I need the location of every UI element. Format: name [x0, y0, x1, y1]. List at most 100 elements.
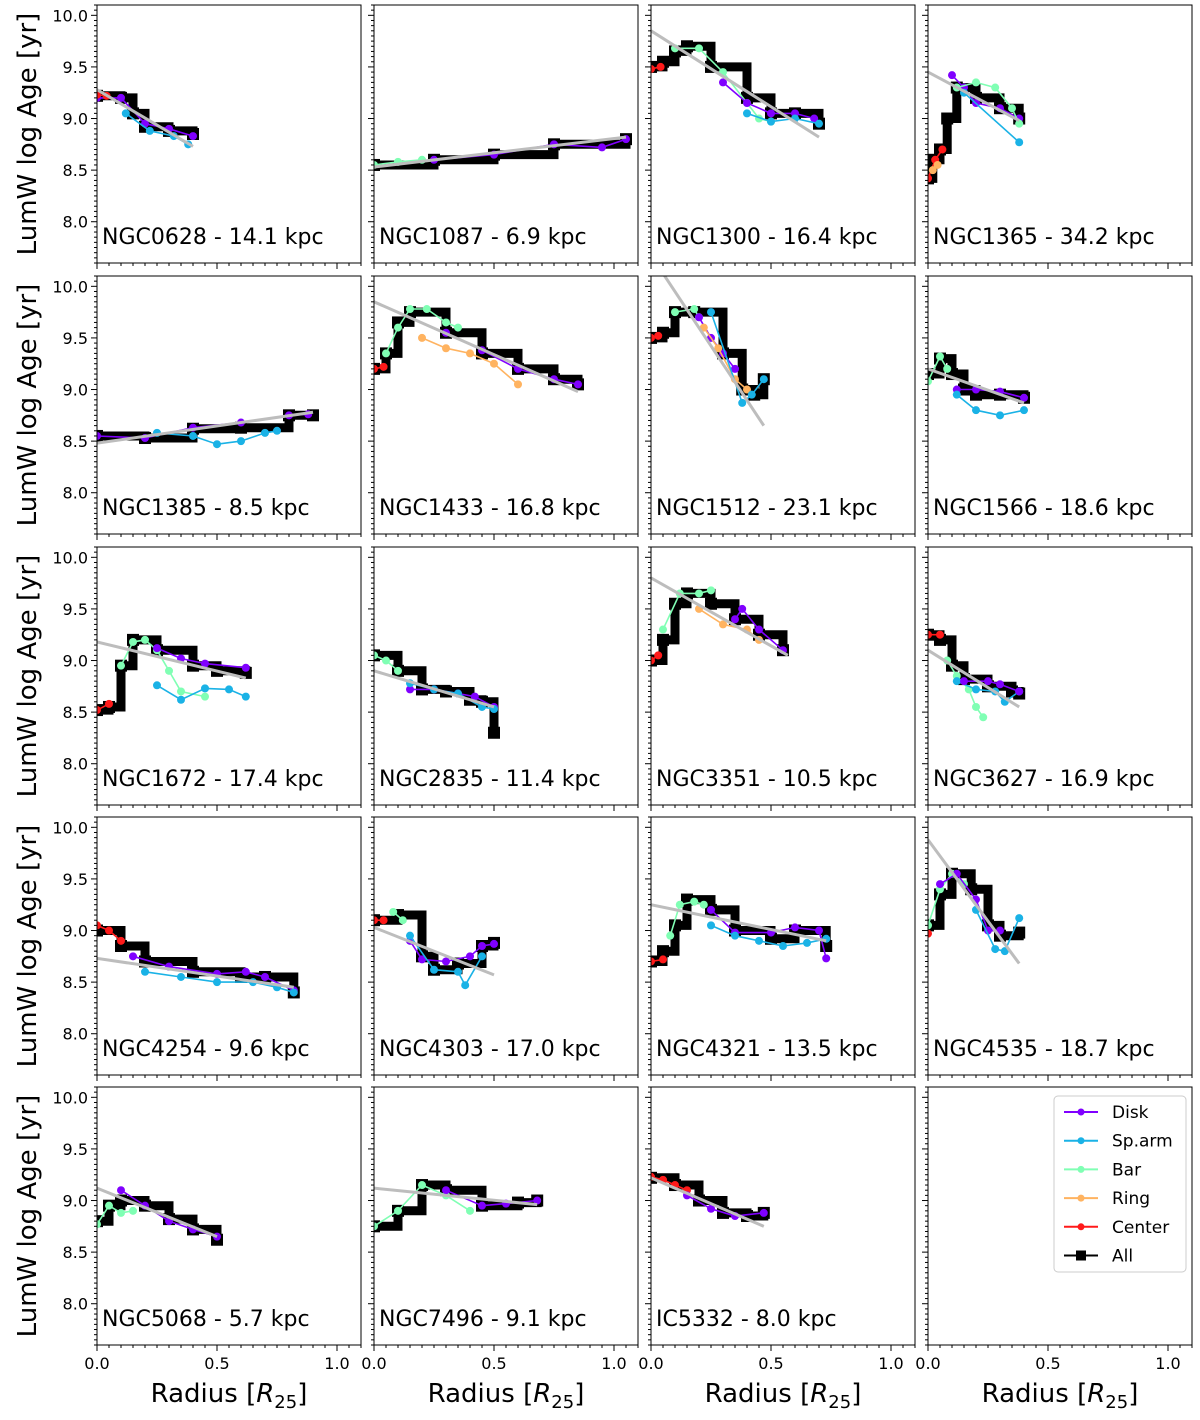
x-tick-label: 1.0	[601, 1354, 626, 1373]
panel-label: NGC1365 - 34.2 kpc	[933, 225, 1155, 250]
series-disk-point	[442, 957, 450, 966]
series-center-point	[938, 145, 947, 154]
series-bar-point	[466, 1206, 474, 1215]
series-bar-point	[117, 661, 125, 670]
y-tick-label: 8.5	[63, 161, 88, 180]
series-disk-point	[261, 972, 269, 981]
series-center-point	[374, 364, 378, 373]
series-bar-point	[165, 666, 173, 675]
series-disk-point	[731, 364, 739, 373]
x-tick-label: 0.0	[915, 1354, 940, 1373]
series-bar-point	[695, 589, 703, 598]
y-tick-label: 9.0	[63, 922, 88, 941]
series-sparm-point	[972, 685, 980, 694]
y-tick-label: 9.0	[63, 381, 88, 400]
series-sparm-point	[779, 942, 787, 950]
series-bar-point	[675, 900, 684, 909]
series-disk-point	[490, 939, 498, 948]
panel-frame	[927, 4, 1193, 264]
series-sparm-point	[237, 437, 245, 446]
series-sparm-point	[461, 981, 470, 990]
series-center-point	[97, 921, 101, 930]
series-all-marker	[765, 932, 777, 945]
series-disk-line	[710, 909, 827, 959]
series-center-point	[928, 630, 932, 639]
series-bar-point	[991, 83, 1000, 92]
series-bar-point	[177, 687, 185, 696]
x-axis-label: Radius [R25]	[428, 1379, 585, 1413]
panel-label: NGC1512 - 23.1 kpc	[656, 496, 878, 521]
series-bar-point	[394, 666, 402, 675]
panel-label: NGC1087 - 6.9 kpc	[379, 225, 587, 250]
panel: NGC1087 - 6.9 kpc	[368, 4, 639, 269]
panel-frame	[650, 546, 916, 806]
series-center-line	[651, 1176, 688, 1191]
panel-frame	[373, 275, 639, 535]
y-axis-label: LumW log Age [yr]	[13, 284, 43, 527]
y-tick-label: 10.0	[52, 548, 88, 567]
series-sparm-point	[731, 931, 739, 940]
plot-area	[928, 70, 1026, 185]
series-sparm-point	[738, 398, 747, 407]
series-all-marker	[657, 633, 669, 646]
panel-label: NGC0628 - 14.1 kpc	[102, 225, 324, 250]
series-bar-point	[659, 625, 667, 634]
series-bar-point	[671, 308, 679, 317]
series-all-marker	[657, 945, 669, 958]
series-sparm-point	[707, 308, 715, 317]
series-center-point	[654, 331, 663, 340]
series-bar-point	[201, 692, 209, 701]
series-bar-point	[374, 1222, 378, 1231]
y-tick-label: 8.0	[63, 1295, 88, 1314]
series-center-point	[928, 174, 932, 183]
series-sparm-point	[177, 972, 185, 981]
series-bar-point	[374, 651, 378, 660]
series-disk-point	[97, 431, 101, 440]
panel-frame	[927, 816, 1193, 1076]
legend-panel: 0.0 0.5 1.0 Disk Sp.arm Bar Ring Center All	[915, 1086, 1193, 1373]
x-axis-label: Radius [R25]	[705, 1379, 862, 1413]
panel: NGC4303 - 17.0 kpc	[368, 816, 639, 1081]
panel-label: NGC4303 - 17.0 kpc	[379, 1037, 601, 1062]
series-disk-point	[960, 677, 968, 686]
y-axis-label: LumW log Age [yr]	[13, 555, 43, 798]
x-tick-label: 0.0	[361, 1354, 386, 1373]
series-bar-point	[141, 635, 149, 644]
panel: NGC1300 - 16.4 kpc	[645, 4, 916, 269]
series-bar-point	[1015, 119, 1024, 128]
plot-area	[651, 576, 789, 667]
x-tick-label: 1.0	[878, 1354, 903, 1373]
series-bar-point	[129, 637, 137, 646]
series-bar-point	[394, 323, 402, 332]
panel-frame	[927, 275, 1193, 535]
series-bar-point	[382, 656, 390, 665]
series-sparm-point	[747, 390, 756, 399]
series-sparm-line	[963, 92, 1020, 143]
fit-line	[97, 640, 247, 680]
y-tick-label: 9.0	[63, 110, 88, 129]
series-sparm-point	[991, 945, 1000, 954]
series-bar-point	[690, 897, 699, 906]
plot-area	[928, 838, 1026, 965]
fit-line	[374, 669, 495, 709]
y-tick-label: 9.0	[63, 652, 88, 671]
series-bar-point	[936, 352, 944, 361]
fit-line	[97, 88, 194, 148]
y-tick-label: 8.0	[63, 213, 88, 232]
plot-area	[651, 1171, 770, 1228]
series-all-marker	[657, 55, 669, 68]
series-sparm-point	[707, 921, 715, 930]
panel-frame	[927, 546, 1193, 806]
plot-area	[374, 1179, 544, 1233]
series-ring-point	[514, 380, 522, 389]
y-tick-label: 9.0	[63, 1192, 88, 1211]
series-sparm-point	[767, 117, 775, 126]
series-sparm-point	[121, 109, 130, 118]
legend-disk-label: Disk	[1112, 1103, 1149, 1123]
series-bar-point	[943, 364, 952, 373]
series-disk-point	[117, 93, 125, 102]
series-all-marker	[705, 597, 717, 610]
series-bar-point	[117, 1208, 125, 1217]
series-disk-point	[984, 677, 992, 686]
y-tick-label: 10.0	[52, 6, 88, 25]
